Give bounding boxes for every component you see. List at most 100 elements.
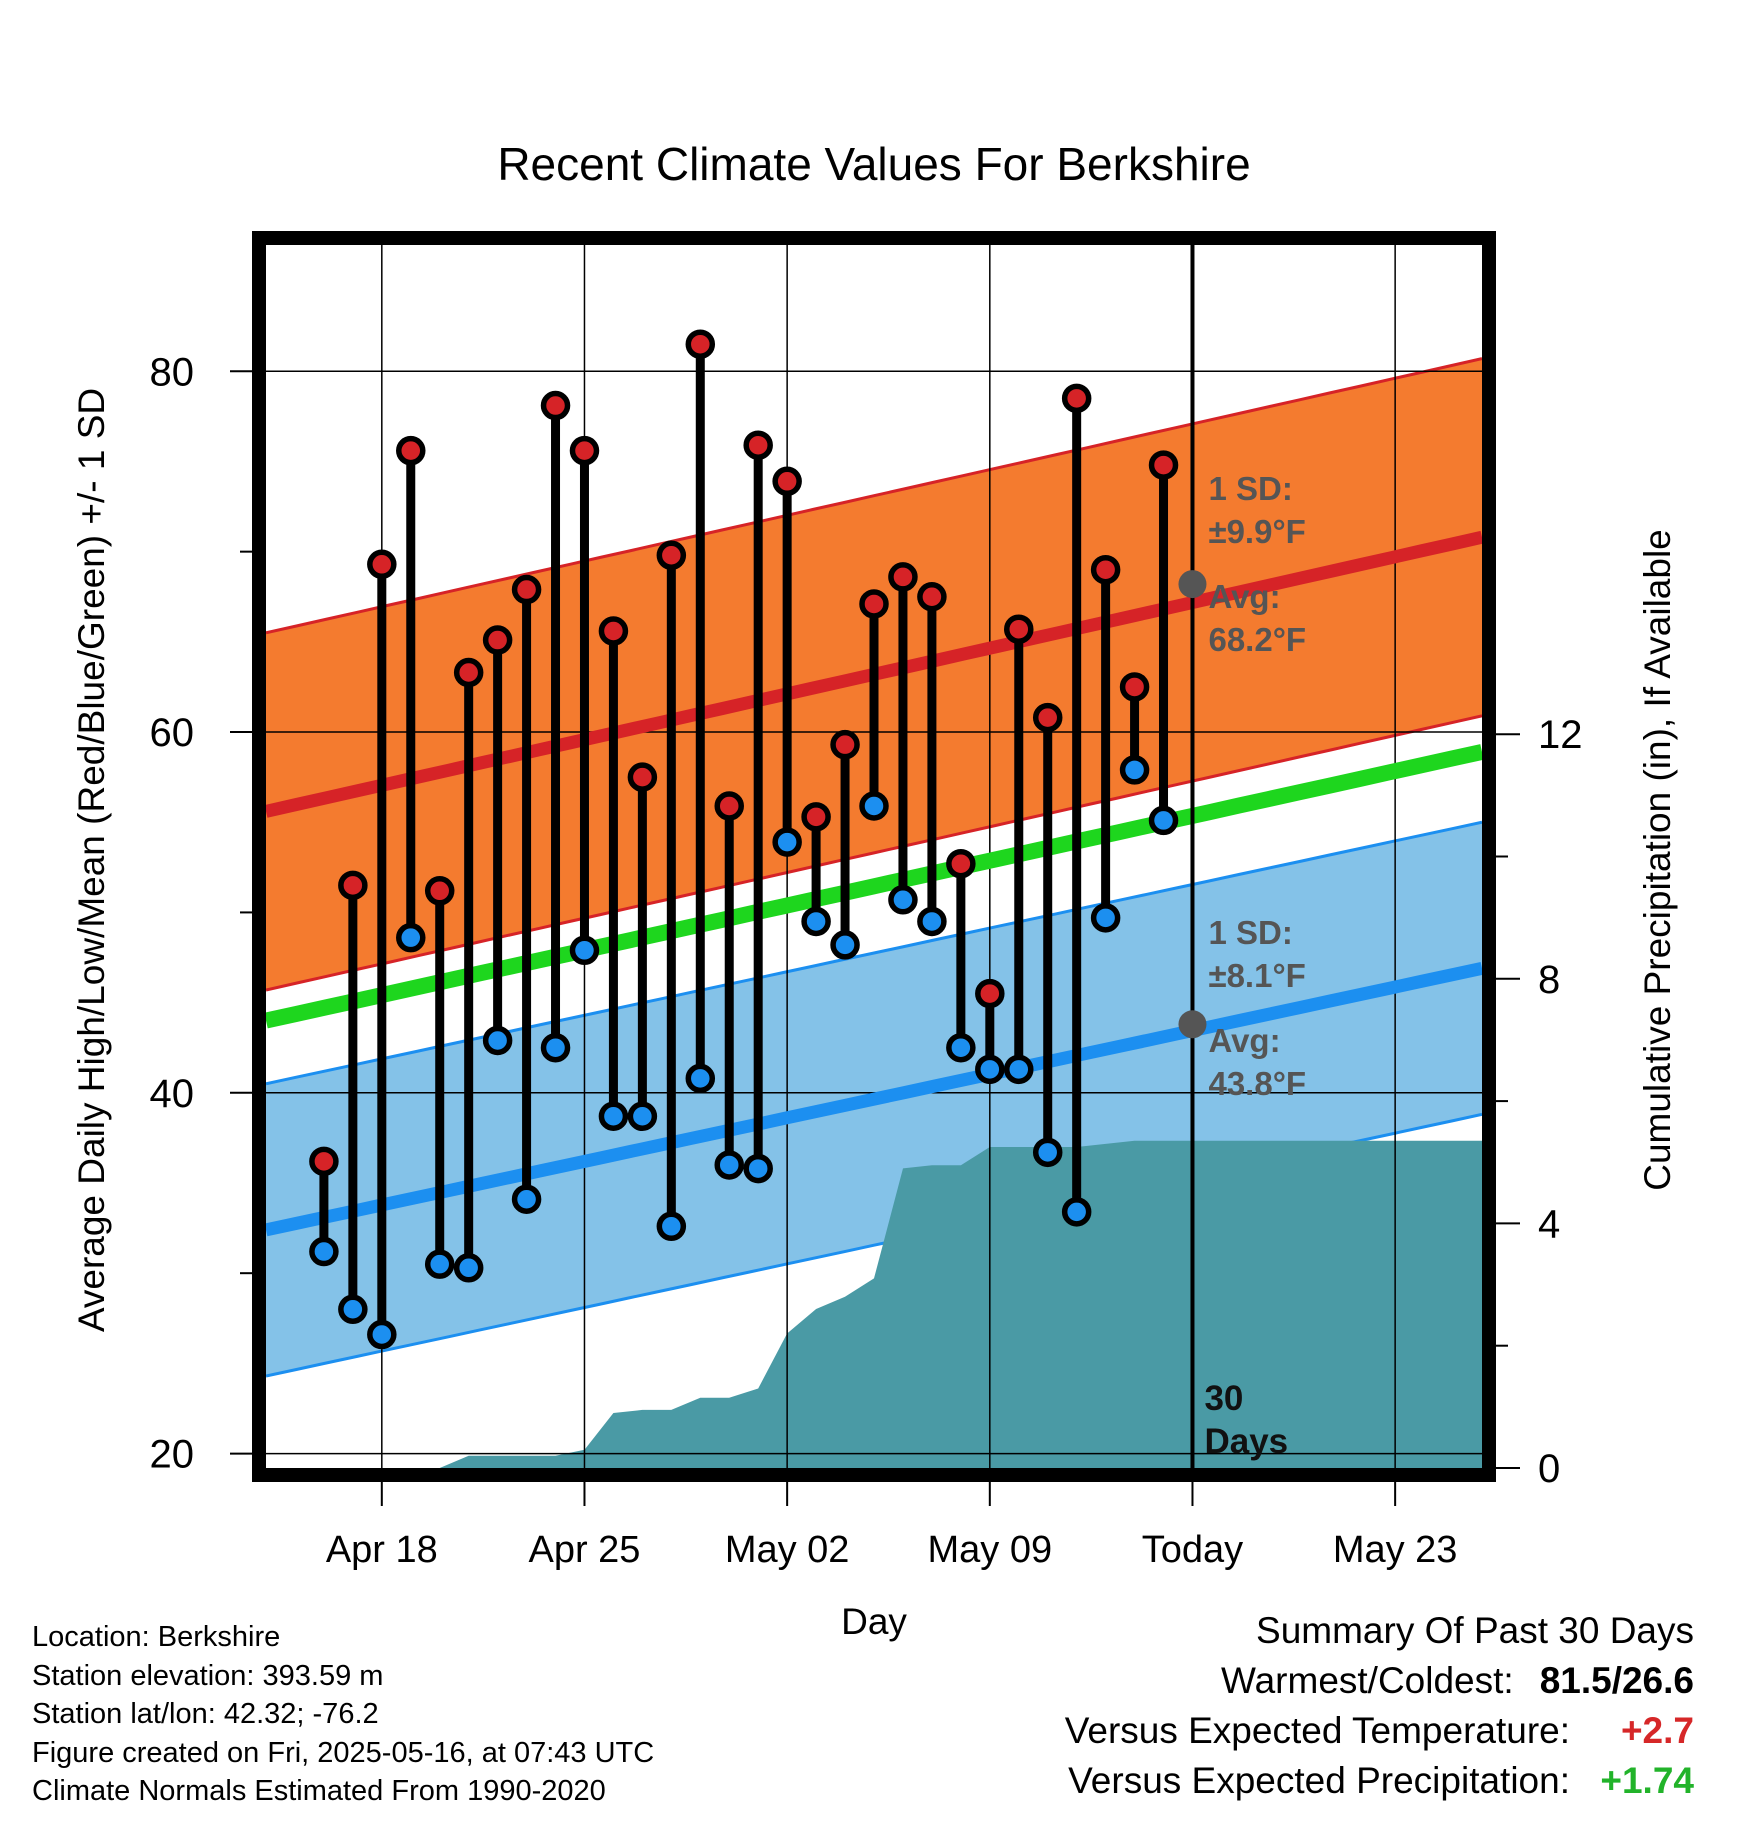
x-tick-label-4: Today — [1142, 1529, 1243, 1571]
chart-title: Recent Climate Values For Berkshire — [497, 138, 1250, 190]
daily-high-marker — [569, 435, 600, 466]
summary-panel: Summary Of Past 30 Days Warmest/Coldest:… — [1065, 1606, 1694, 1806]
precip-anomaly-row: Versus Expected Precipitation: +1.74 — [1065, 1756, 1694, 1806]
high-avg-label: Avg: — [1208, 578, 1280, 615]
today-low-avg-marker — [1178, 1010, 1207, 1039]
x-axis-label: Day — [841, 1601, 907, 1642]
x-tick-label-2: May 02 — [725, 1529, 850, 1571]
low-sd-label: 1 SD: — [1208, 914, 1292, 951]
warmest-coldest-label: Warmest/Coldest: — [1221, 1660, 1514, 1701]
warmest-coldest-value: 81.5/26.6 — [1539, 1660, 1694, 1701]
y2-tick-label-8: 8 — [1538, 958, 1560, 1002]
station-info: Location: Berkshire Station elevation: 3… — [32, 1618, 654, 1811]
daily-high-marker — [801, 802, 831, 832]
daily-high-marker — [453, 657, 484, 688]
daily-high-marker — [309, 1146, 339, 1177]
daily-low-marker — [801, 906, 831, 937]
daily-low-marker — [714, 1150, 744, 1180]
x-tick-label-5: May 23 — [1333, 1529, 1458, 1571]
daily-low-marker — [482, 1025, 513, 1056]
daily-low-marker — [453, 1253, 484, 1283]
daily-high-marker — [888, 562, 918, 592]
temp-anomaly-value: +2.7 — [1620, 1710, 1694, 1751]
daily-high-marker — [424, 876, 455, 906]
daily-low-marker — [569, 935, 600, 966]
plot-area: 1 SD: ±9.9°F Avg: 68.2°F 1 SD: ±8.1°F Avg: 43.8… — [266, 245, 1482, 1468]
daily-high-marker — [917, 581, 947, 612]
daily-high-marker — [1119, 672, 1150, 702]
daily-low-marker — [1004, 1054, 1034, 1085]
daily-high-marker — [511, 574, 542, 605]
high-sd-label: 1 SD: — [1208, 470, 1292, 507]
daily-low-marker — [1119, 755, 1150, 785]
high-avg-value: 68.2°F — [1208, 621, 1306, 658]
daily-high-marker — [627, 762, 658, 792]
low-sd-value: ±8.1°F — [1208, 957, 1305, 994]
created-text: Figure created on Fri, 2025-05-16, at 07… — [32, 1736, 655, 1769]
plot-frame — [252, 231, 1496, 1482]
daily-high-marker — [598, 616, 629, 646]
daily-low-marker — [656, 1211, 687, 1242]
y-tick-label-40: 40 — [150, 1072, 195, 1116]
elevation-text: Station elevation: 393.59 m — [32, 1659, 384, 1692]
daily-low-marker — [946, 1032, 976, 1063]
daily-high-marker — [685, 329, 716, 359]
daily-low-marker — [772, 827, 802, 857]
precipitation-area — [266, 1140, 1482, 1468]
daily-low-marker — [917, 906, 947, 937]
daily-high-marker — [743, 430, 773, 460]
daily-low-marker — [685, 1063, 716, 1094]
daily-low-marker — [830, 930, 860, 960]
daily-high-marker — [714, 791, 744, 821]
daily-high-marker — [946, 848, 976, 879]
daily-high-marker — [1004, 614, 1034, 644]
temp-anomaly-label: Versus Expected Temperature: — [1064, 1710, 1570, 1751]
precip-anomaly-value: +1.74 — [1600, 1760, 1694, 1801]
normal-high-band-upper-edge — [266, 357, 1482, 635]
today-days-label-line2: Days — [1204, 1422, 1288, 1461]
daily-high-marker — [367, 549, 397, 580]
daily-low-marker — [888, 885, 918, 915]
daily-low-marker — [859, 791, 889, 821]
high-sd-value: ±9.9°F — [1208, 513, 1305, 550]
today-days-label-line1: 30 — [1204, 1379, 1243, 1418]
daily-low-marker — [396, 922, 426, 953]
daily-high-marker — [482, 625, 513, 655]
low-avg-label: Avg: — [1208, 1022, 1280, 1059]
daily-low-marker — [598, 1101, 629, 1132]
y2-tick-label-4: 4 — [1538, 1202, 1560, 1246]
daily-low-marker — [627, 1101, 658, 1132]
y2-tick-label-12: 12 — [1538, 713, 1583, 757]
daily-high-marker — [338, 870, 368, 901]
daily-low-marker — [511, 1184, 542, 1214]
daily-low-marker — [424, 1249, 455, 1279]
daily-high-marker — [772, 466, 802, 497]
y2-tick-label-0: 0 — [1538, 1447, 1560, 1491]
daily-high-marker — [859, 589, 889, 619]
y-tick-label-60: 60 — [150, 711, 195, 755]
daily-low-marker — [975, 1054, 1005, 1085]
daily-low-marker — [540, 1032, 571, 1063]
latlon-text: Station lat/lon: 42.32; -76.2 — [32, 1698, 379, 1730]
y-tick-label-20: 20 — [150, 1433, 195, 1477]
daily-high-marker — [830, 729, 860, 760]
warmest-coldest-row: Warmest/Coldest: 81.5/26.6 — [1065, 1656, 1694, 1706]
y2-axis-label: Cumulative Precipitation (in), If Availa… — [1637, 529, 1678, 1191]
axes-layer: 20 40 60 80 0 4 8 12 Apr 18 Apr 25 May 02 May 09 Tod… — [150, 231, 1583, 1571]
daily-high-marker — [1032, 702, 1063, 733]
daily-high-marker — [656, 540, 687, 571]
today-high-avg-marker — [1178, 570, 1207, 599]
daily-high-marker — [396, 435, 426, 466]
y-tick-label-80: 80 — [150, 350, 195, 394]
daily-low-marker — [367, 1319, 397, 1350]
daily-low-marker — [309, 1236, 339, 1267]
daily-low-marker — [743, 1153, 773, 1184]
daily-high-marker — [1090, 554, 1121, 585]
x-tick-label-3: May 09 — [927, 1529, 1052, 1571]
x-tick-label-0: Apr 18 — [326, 1529, 438, 1571]
precip-anomaly-label: Versus Expected Precipitation: — [1068, 1760, 1570, 1801]
low-avg-value: 43.8°F — [1208, 1065, 1306, 1102]
temp-anomaly-row: Versus Expected Temperature: +2.7 — [1065, 1706, 1694, 1756]
daily-high-marker — [975, 978, 1005, 1009]
